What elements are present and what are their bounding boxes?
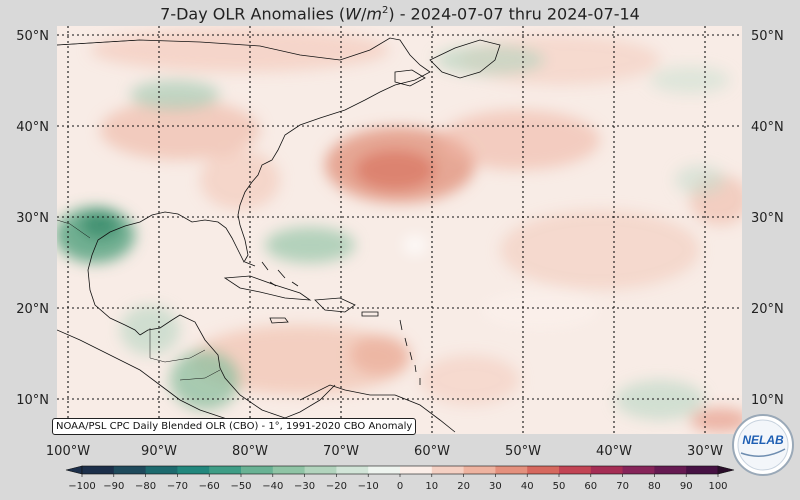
colorbar-segment	[590, 466, 624, 474]
colorbar-segment	[686, 466, 719, 474]
colorbar-tick-label: −60	[199, 481, 220, 492]
latitude-labels-right: 50°N 40°N 30°N 20°N 10°N	[751, 29, 784, 408]
neolab-logo: NELAB	[732, 414, 794, 476]
colorbar-segment	[368, 466, 401, 474]
colorbar-tick-label: −30	[294, 481, 315, 492]
lon-label: 30°W	[687, 444, 723, 459]
lat-label: 50°N	[16, 29, 49, 44]
latitude-labels-left: 50°N 40°N 30°N 20°N 10°N	[16, 29, 49, 408]
colorbar-segment	[495, 466, 528, 474]
colorbar-segment	[304, 466, 337, 474]
lon-label: 50°W	[505, 444, 541, 459]
lon-label: 70°W	[323, 444, 359, 459]
colorbar-tick-label: 50	[553, 481, 566, 492]
anomaly-field	[57, 26, 742, 434]
colorbar-segment	[177, 466, 210, 474]
lon-label: 90°W	[141, 444, 177, 459]
colorbar-tick-label: 80	[648, 481, 661, 492]
colorbar-segment	[113, 466, 147, 474]
lat-label: 40°N	[16, 120, 49, 135]
colorbar-tick-label: −100	[68, 481, 95, 492]
political-borders	[57, 39, 221, 381]
lat-label: 20°N	[751, 302, 784, 317]
data-source-note: NOAA/PSL CPC Daily Blended OLR (CBO) - 1…	[52, 418, 417, 435]
colorbar-segment	[622, 466, 655, 474]
graticule	[57, 26, 742, 434]
lon-label: 40°W	[596, 444, 632, 459]
colorbar-segment	[272, 466, 306, 474]
lat-label: 30°N	[751, 211, 784, 226]
colorbar: −100 −90 −80 −70 −60 −50 −40 −30 −20 −10 0 10 20 30 40…	[65, 465, 735, 492]
lat-label: 20°N	[16, 302, 49, 317]
colorbar-tick-label: 60	[584, 481, 597, 492]
lon-label: 100°W	[46, 444, 90, 459]
colorbar-segment	[336, 466, 369, 474]
colorbar-tick-label: −40	[262, 481, 283, 492]
colorbar-tick-label: −20	[326, 481, 347, 492]
colorbar-tick-label: 10	[425, 481, 438, 492]
colorbar-tick-label: 70	[616, 481, 629, 492]
colorbar-tick-label: 100	[708, 481, 727, 492]
lat-label: 40°N	[751, 120, 784, 135]
colorbar-segment	[559, 466, 592, 474]
colorbar-tick-label: −90	[103, 481, 124, 492]
map-title: 7-Day OLR Anomalies (W/m2) - 2024-07-07 …	[160, 4, 640, 24]
colorbar-tick-label: 40	[521, 481, 534, 492]
colorbar-segment	[527, 466, 560, 474]
colorbar-tick-label: −80	[135, 481, 156, 492]
lat-label: 10°N	[16, 393, 49, 408]
colorbar-segment	[241, 466, 274, 474]
colorbar-tick-label: 20	[457, 481, 470, 492]
colorbar-tick-label: −10	[358, 481, 379, 492]
colorbar-segment	[209, 466, 242, 474]
colorbar-low-extension	[65, 465, 83, 475]
colorbar-segment	[82, 466, 115, 474]
colorbar-segment	[431, 466, 465, 474]
colorbar-tick-label: 30	[489, 481, 502, 492]
colorbar-tick-label: −70	[167, 481, 188, 492]
lat-label: 30°N	[16, 211, 49, 226]
lat-label: 10°N	[751, 393, 784, 408]
lon-label: 60°W	[414, 444, 450, 459]
logo-text: NELAB	[742, 433, 784, 447]
lon-label: 80°W	[232, 444, 268, 459]
colorbar-segment	[400, 466, 433, 474]
colorbar-tick-label: −50	[230, 481, 251, 492]
coastlines	[57, 37, 501, 433]
colorbar-tick-label: 0	[397, 481, 403, 492]
colorbar-segment	[145, 466, 178, 474]
lat-label: 50°N	[751, 29, 784, 44]
colorbar-segment	[463, 466, 496, 474]
longitude-labels: 100°W 90°W 80°W 70°W 60°W 50°W 40°W 30°W	[46, 444, 723, 459]
colorbar-tick-label: 90	[680, 481, 693, 492]
colorbar-segment	[654, 466, 687, 474]
